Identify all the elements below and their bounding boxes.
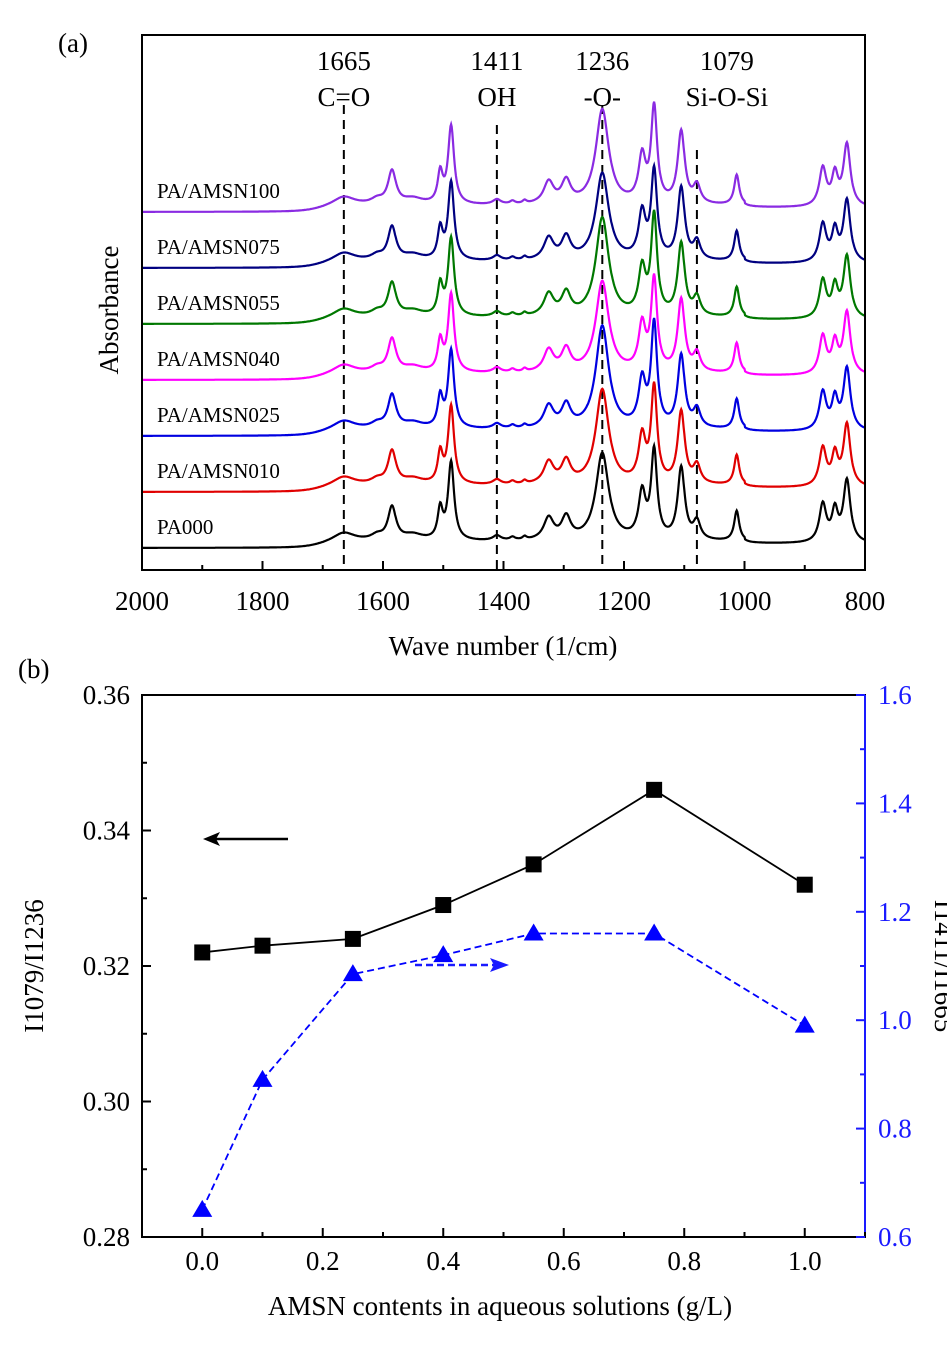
trace-label: PA/AMSN100 xyxy=(157,179,280,203)
x-tick-label: 0.0 xyxy=(185,1246,219,1276)
x-tick-label: 2000 xyxy=(115,586,169,616)
x-tick-label: 1800 xyxy=(236,586,290,616)
y-tick-label: 0.32 xyxy=(83,951,130,981)
spectrum-line xyxy=(142,101,866,213)
trace-label: PA/AMSN075 xyxy=(157,235,280,259)
x-tick-label: 1.0 xyxy=(788,1246,822,1276)
panel-b: (b) 0.0 0.2 0.4 0.6 0.8 1.0 0.28 0.30 0.32 0.34 0.… xyxy=(18,654,947,1321)
x-tick-label: 0.2 xyxy=(306,1246,340,1276)
triangle-marker xyxy=(794,1015,815,1033)
annotation-value: 1079 xyxy=(700,46,754,76)
square-marker xyxy=(796,876,813,893)
annotation-label: -O- xyxy=(584,82,621,112)
triangle-marker xyxy=(252,1069,273,1087)
triangle-marker xyxy=(192,1199,213,1217)
panel-b-label: (b) xyxy=(18,654,49,684)
y-tick-label: 0.30 xyxy=(83,1087,130,1117)
spectrum-line xyxy=(142,273,866,381)
y-right-tick-label: 0.6 xyxy=(878,1222,912,1252)
square-marker xyxy=(646,781,663,798)
panel-b-ylabel-left: I1079/I1236 xyxy=(19,899,49,1032)
square-marker xyxy=(525,856,542,873)
spectrum-line xyxy=(142,161,866,269)
triangle-marker xyxy=(433,945,454,963)
x-tick-label: 1200 xyxy=(597,586,651,616)
panel-a-xlabel: Wave number (1/cm) xyxy=(389,631,618,661)
x-tick-label: 0.6 xyxy=(547,1246,581,1276)
right-series-line xyxy=(201,932,806,1211)
triangle-marker xyxy=(342,964,363,982)
trace-label: PA/AMSN040 xyxy=(157,347,280,371)
square-marker xyxy=(435,897,452,914)
y-tick-label: 0.28 xyxy=(83,1222,130,1252)
x-tick-label: 1600 xyxy=(356,586,410,616)
square-marker xyxy=(194,944,211,961)
y-right-tick-label: 1.6 xyxy=(878,680,912,710)
annotation-label: Si-O-Si xyxy=(686,82,769,112)
x-tick-label: 1000 xyxy=(718,586,772,616)
x-tick-label: 0.8 xyxy=(667,1246,701,1276)
annotation-label: OH xyxy=(477,82,516,112)
spectrum-line xyxy=(142,381,866,493)
trace-label: PA/AMSN010 xyxy=(157,459,280,483)
y-right-tick-label: 1.2 xyxy=(878,897,912,927)
annotation-value: 1236 xyxy=(575,46,629,76)
annotation-value: 1411 xyxy=(470,46,523,76)
panel-a-ylabel: Absorbance xyxy=(94,246,124,375)
panel-a-label: (a) xyxy=(58,28,88,58)
trace-label: PA000 xyxy=(157,515,213,539)
spectrum-line xyxy=(142,209,866,325)
trace-label: PA/AMSN025 xyxy=(157,403,280,427)
left-axis-arrow xyxy=(203,832,288,846)
right-axis-arrow xyxy=(415,958,509,972)
left-series-line xyxy=(202,788,806,954)
spectrum-line xyxy=(142,317,866,437)
panel-b-xlabel: AMSN contents in aqueous solutions (g/L) xyxy=(268,1291,732,1321)
panel-a: (a) 1665 C=O 1411 OH 1236 -O- 1079 Si-O-Si PA00… xyxy=(58,28,885,661)
y-right-tick-label: 1.0 xyxy=(878,1005,912,1035)
annotation-value: 1665 xyxy=(317,46,371,76)
panel-b-ylabel-right: I1411/I1665 xyxy=(929,900,947,1032)
x-tick-label: 0.4 xyxy=(426,1246,460,1276)
triangle-marker xyxy=(644,923,665,941)
spectrum-line xyxy=(142,441,866,549)
square-marker xyxy=(344,930,361,947)
y-tick-label: 0.36 xyxy=(83,680,130,710)
annotation-label: C=O xyxy=(317,82,370,112)
triangle-marker xyxy=(523,923,544,941)
x-tick-label: 800 xyxy=(845,586,886,616)
trace-label: PA/AMSN055 xyxy=(157,291,280,315)
y-right-tick-label: 0.8 xyxy=(878,1114,912,1144)
x-tick-label: 1400 xyxy=(477,586,531,616)
square-marker xyxy=(254,937,271,954)
y-right-tick-label: 1.4 xyxy=(878,788,912,818)
y-tick-label: 0.34 xyxy=(83,816,131,846)
